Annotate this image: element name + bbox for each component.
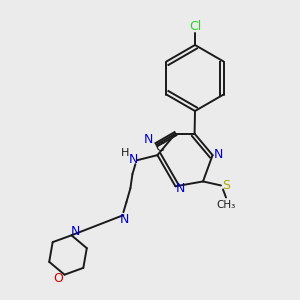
Text: CH₃: CH₃ <box>216 200 236 210</box>
Text: O: O <box>54 272 64 285</box>
Text: N: N <box>144 133 153 146</box>
Text: N: N <box>214 148 223 160</box>
Text: H: H <box>121 148 130 158</box>
Text: S: S <box>222 179 230 192</box>
Text: N: N <box>71 225 80 238</box>
Text: N: N <box>129 153 138 166</box>
Text: C: C <box>155 141 164 154</box>
Text: N: N <box>176 182 185 195</box>
Text: N: N <box>120 213 129 226</box>
Text: Cl: Cl <box>189 20 201 32</box>
